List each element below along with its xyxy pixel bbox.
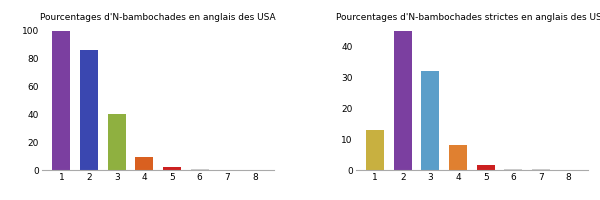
Bar xyxy=(449,145,467,170)
Bar xyxy=(505,169,523,170)
Bar xyxy=(366,130,384,170)
Bar xyxy=(52,31,70,170)
Bar xyxy=(532,169,550,170)
Bar xyxy=(191,169,209,170)
Bar xyxy=(163,167,181,170)
Bar xyxy=(136,157,154,170)
Bar xyxy=(107,114,125,170)
Bar xyxy=(476,165,494,170)
Title: Pourcentages d'N-bambochades strictes en anglais des USA: Pourcentages d'N-bambochades strictes en… xyxy=(336,13,600,22)
Bar xyxy=(394,31,412,170)
Bar xyxy=(80,50,98,170)
Title: Pourcentages d'N-bambochades en anglais des USA: Pourcentages d'N-bambochades en anglais … xyxy=(40,13,276,22)
Bar xyxy=(421,71,439,170)
